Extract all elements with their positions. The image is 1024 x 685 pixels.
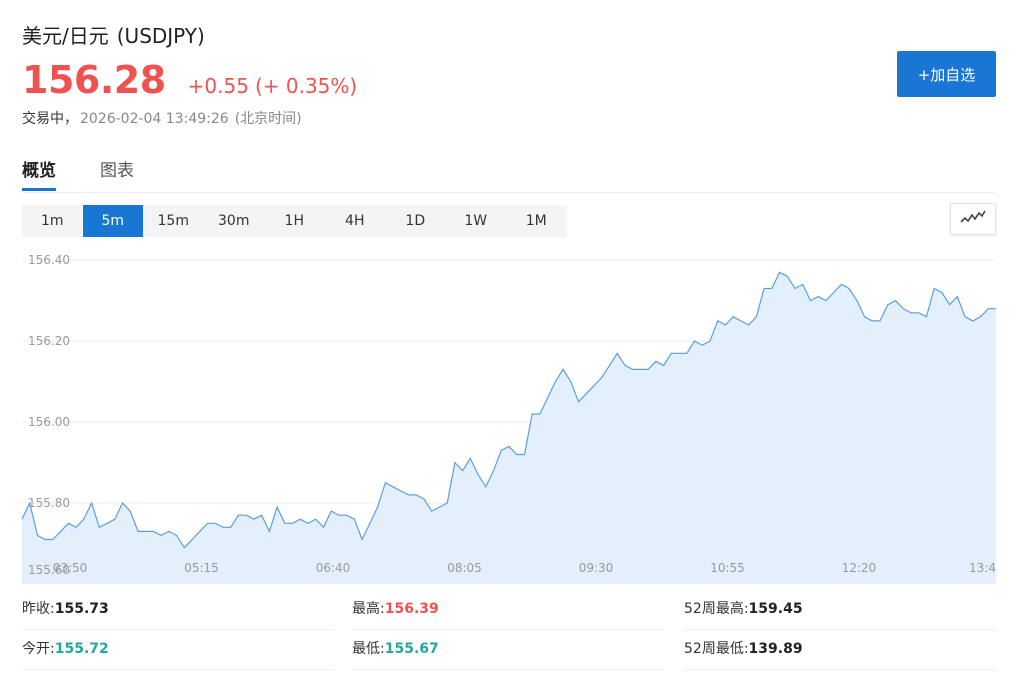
interval-15m[interactable]: 15m [157,213,189,229]
price-change: +0.55 [187,74,249,98]
interval-selector: 1m 5m 15m 30m 1H 4H 1D 1W 1M [22,205,567,237]
stat-prev-close-label: 昨收: [22,601,55,617]
timezone-label: (北京时间) [234,111,302,127]
stat-prev-close-value: 155.73 [54,601,109,617]
x-tick-label: 03:50 [53,561,88,575]
price-line [22,271,996,549]
interval-1w[interactable]: 1W [464,213,488,229]
x-tick-label: 10:55 [710,561,745,575]
price-area [22,272,996,584]
y-tick-label: 156.20 [28,334,70,348]
tabs-divider [22,192,996,193]
y-tick-label: 155.60 [28,563,70,577]
interval-1mo[interactable]: 1M [525,213,547,229]
instrument-code: (USDJPY) [116,24,205,48]
stat-52w-high: 52周最高:159.45 [684,590,996,630]
stat-52w-high-value: 159.45 [748,601,803,617]
interval-1d[interactable]: 1D [405,213,426,229]
x-tick-label: 13:4 [969,561,996,575]
interval-1h[interactable]: 1H [284,213,304,229]
stat-52w-high-label: 52周最高: [684,601,749,617]
stat-high-label: 最高: [352,601,385,617]
stat-open: 今开:155.72 [22,630,334,670]
y-tick-label: 156.40 [28,253,70,267]
stat-52w-low-value: 139.89 [748,641,803,657]
line-chart-icon [960,209,986,229]
price-chart: 156.40 156.20 156.00 155.80 155.60 03:50 05:1… [22,248,996,584]
chart-type-button[interactable] [950,203,996,235]
x-tick-label: 08:05 [447,561,482,575]
y-tick-label: 156.00 [28,415,70,429]
stat-open-value: 155.72 [54,641,109,657]
stat-low: 最低:155.67 [352,630,664,670]
update-time: 2026-02-04 13:49:26 [80,111,229,127]
stat-prev-close: 昨收:155.73 [22,590,334,630]
price-change-percent: (+ 0.35%) [254,74,358,98]
x-tick-label: 12:20 [842,561,877,575]
interval-5m[interactable]: 5m [82,205,143,237]
stat-high-value: 156.39 [384,601,439,617]
price-row: 156.28 +0.55 (+ 0.35%) [22,58,357,102]
instrument-name: 美元/日元 [22,24,109,48]
status-text: 交易中， [22,111,78,127]
stat-high: 最高:156.39 [352,590,664,630]
tab-overview[interactable]: 概览 [22,154,56,192]
tab-chart[interactable]: 图表 [100,161,134,181]
current-price: 156.28 [22,58,166,102]
x-tick-label: 06:40 [316,561,351,575]
interval-4h[interactable]: 4H [345,213,365,229]
instrument-title: 美元/日元 (USDJPY) [22,20,205,49]
interval-1m[interactable]: 1m [40,213,64,229]
stat-52w-low: 52周最低:139.89 [684,630,996,670]
add-watchlist-button[interactable]: +加自选 [897,51,996,97]
stat-low-value: 155.67 [384,641,439,657]
x-tick-label: 05:15 [184,561,219,575]
stat-52w-low-label: 52周最低: [684,641,749,657]
x-tick-label: 09:30 [579,561,614,575]
stat-low-label: 最低: [352,641,385,657]
trading-status: 交易中， 2026-02-04 13:49:26 (北京时间) [22,108,302,128]
view-tabs: 概览 图表 [22,154,178,192]
y-tick-label: 155.80 [28,496,70,510]
interval-30m[interactable]: 30m [218,213,250,229]
stat-open-label: 今开: [22,641,55,657]
